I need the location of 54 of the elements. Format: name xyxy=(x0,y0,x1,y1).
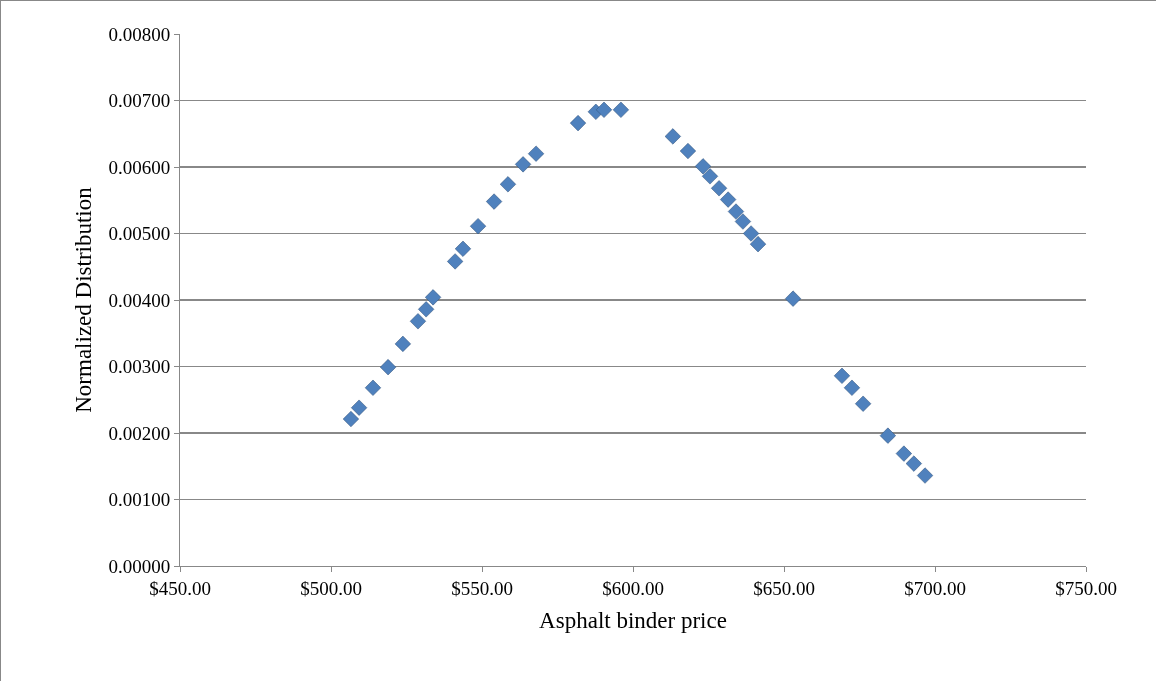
point xyxy=(711,180,728,197)
y-tick-label: 0.00000 xyxy=(108,555,171,577)
point xyxy=(342,410,359,428)
point xyxy=(701,168,719,185)
point xyxy=(727,203,745,220)
y-tick-label: 0.00100 xyxy=(108,489,171,511)
y-axis-title: Normalized Distribution xyxy=(70,186,96,413)
point xyxy=(916,467,934,484)
point xyxy=(425,289,442,306)
point xyxy=(447,253,464,270)
point xyxy=(879,427,896,444)
x-tick-label: $500.00 xyxy=(300,577,362,599)
point xyxy=(351,399,368,416)
point xyxy=(380,359,397,376)
point xyxy=(679,142,697,160)
point xyxy=(364,379,382,396)
x-axis-title: Asphalt binder price xyxy=(539,608,727,634)
point xyxy=(749,236,767,253)
point xyxy=(418,301,435,318)
x-tick-label: $650.00 xyxy=(753,577,815,599)
x-tick-label: $600.00 xyxy=(602,577,664,599)
point xyxy=(394,335,411,352)
point xyxy=(695,158,712,175)
point xyxy=(785,290,802,307)
point xyxy=(833,367,851,384)
point xyxy=(515,156,532,173)
point xyxy=(470,218,487,235)
point xyxy=(612,101,629,118)
point xyxy=(905,455,922,472)
y-tick-label: 0.00300 xyxy=(108,356,171,378)
point xyxy=(454,240,472,257)
point xyxy=(734,213,751,230)
point xyxy=(664,128,681,145)
y-tick-label: 0.00200 xyxy=(108,422,171,444)
x-tick-label: $550.00 xyxy=(451,577,513,599)
x-tick-label: $700.00 xyxy=(904,577,966,599)
point xyxy=(499,176,517,193)
point xyxy=(743,225,760,242)
point xyxy=(855,395,872,412)
point xyxy=(595,101,613,118)
point xyxy=(569,115,587,132)
point xyxy=(528,145,545,162)
y-tick-label: 0.00500 xyxy=(108,223,171,245)
point xyxy=(843,379,860,396)
x-tick-label: $750.00 xyxy=(1055,577,1117,599)
y-tick-label: 0.00800 xyxy=(108,23,171,45)
point xyxy=(486,193,503,210)
point xyxy=(720,191,737,208)
y-tick-label: 0.00400 xyxy=(108,289,171,311)
y-tick-label: 0.00700 xyxy=(108,90,171,112)
point xyxy=(895,445,912,462)
point xyxy=(409,313,427,330)
x-tick-label: $450.00 xyxy=(149,577,211,599)
y-tick-label: 0.00600 xyxy=(108,156,171,178)
